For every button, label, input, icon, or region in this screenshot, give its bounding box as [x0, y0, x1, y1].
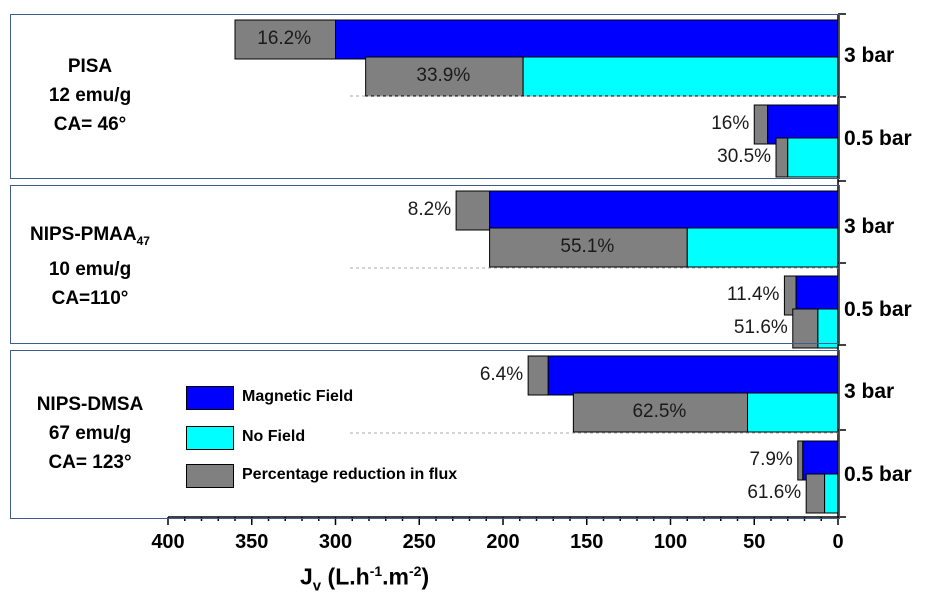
panel-label-2: NIPS-DMSA 67 emu/g CA= 123°	[10, 390, 170, 477]
bar-label-2-1-nofield: 61.6%	[747, 482, 802, 503]
x-axis-title-sup1: -1	[369, 563, 383, 579]
bar-magnetic-1-0	[489, 190, 839, 231]
x-tick-label-350: 350	[235, 531, 269, 553]
legend-label-percentage-reduction: Percentage reduction in flux	[242, 466, 458, 483]
panel-label-sub: 47	[136, 233, 150, 248]
panel-label-line-2-0: NIPS-DMSA	[36, 393, 144, 415]
bar-label-2-0-nofield: 62.5%	[632, 401, 687, 422]
x-tick-label-50: 50	[743, 531, 766, 553]
bar-label-2-0-magnetic: 6.4%	[479, 364, 524, 385]
bar-label-0-1-magnetic: 16%	[711, 113, 750, 134]
x-tick-label-300: 300	[318, 531, 353, 553]
bar-label-1-0-magnetic: 8.2%	[407, 199, 452, 220]
bar-nofield-1-0	[686, 227, 839, 268]
bar-reduction-1-0-magnetic	[455, 190, 491, 231]
x-tick-label-100: 100	[653, 531, 688, 553]
bar-nofield-0-0	[522, 56, 839, 97]
x-axis-title-sup2: -2	[408, 563, 422, 579]
x-tick-label-0: 0	[832, 531, 844, 553]
bar-label-1-0-nofield: 55.1%	[560, 236, 615, 257]
panel-label-1: NIPS-PMAA47 10 emu/g CA=110°	[10, 220, 170, 314]
panel-label-line-2-1: 67 emu/g	[48, 422, 132, 444]
pressure-label-1-1: 0.5 bar	[844, 298, 912, 321]
bar-magnetic-0-0	[335, 19, 839, 60]
bar-label-2-1-magnetic: 7.9%	[749, 449, 793, 470]
x-axis-title-units-b: .m	[382, 563, 409, 590]
bar-label-0-1-nofield: 30.5%	[717, 146, 772, 167]
x-axis-title: Jv (L.h-1.m-2)	[300, 563, 429, 594]
legend-label-magnetic-field: Magnetic Field	[242, 388, 354, 405]
x-tick-label-400: 400	[151, 531, 185, 553]
panel-box-2	[10, 350, 840, 519]
x-tick-label-150: 150	[570, 531, 604, 553]
panel-label-line-0-0: PISA	[67, 55, 113, 77]
pressure-label-0-1: 0.5 bar	[844, 127, 912, 150]
bar-reduction-1-0-nofield	[489, 227, 688, 268]
legend-label-no-field: No Field	[242, 428, 306, 445]
pressure-label-1-0: 3 bar	[844, 215, 895, 238]
x-axis-title-units-a: (L.h	[321, 563, 370, 590]
legend-swatch-magnetic-field	[186, 386, 234, 410]
x-axis-title-sub: v	[312, 577, 322, 594]
panel-label-line-0-2: CA= 46°	[53, 113, 127, 135]
x-axis	[167, 516, 839, 525]
bar-magnetic-2-0	[547, 355, 839, 396]
bar-nofield-2-0	[747, 392, 839, 433]
x-axis-title-main: J	[300, 563, 313, 590]
bar-label-1-1-nofield: 51.6%	[733, 317, 788, 338]
bar-reduction-0-0-magnetic	[234, 19, 336, 60]
x-tick-label-250: 250	[402, 531, 436, 553]
bar-label-1-1-magnetic: 11.4%	[726, 284, 780, 305]
panel-label-line-1-0: NIPS-PMAA47	[10, 220, 170, 256]
bar-reduction-2-0-nofield	[572, 392, 749, 433]
pressure-label-2-0: 3 bar	[844, 380, 895, 403]
bar-reduction-0-0-nofield	[365, 56, 524, 97]
bar-nofield-0-1	[787, 137, 839, 178]
pressure-label-0-0: 3 bar	[844, 44, 895, 67]
bar-label-0-0-nofield: 33.9%	[416, 65, 471, 86]
panel-box-0	[10, 14, 840, 179]
panel-label-0: PISA 12 emu/g CA= 46°	[10, 52, 170, 139]
x-tick-label-200: 200	[486, 531, 520, 553]
panel-label-line-2-2: CA= 123°	[48, 451, 132, 473]
panel-label-line-1-1: 10 emu/g	[48, 259, 132, 281]
bars-layer	[234, 19, 839, 514]
legend-swatch-no-field	[186, 426, 234, 450]
panel-label-main: NIPS-PMAA	[30, 223, 137, 245]
pressure-label-2-1: 0.5 bar	[844, 463, 912, 486]
panel-label-line-0-1: 12 emu/g	[48, 84, 132, 106]
bar-label-0-0-magnetic: 16.2%	[257, 28, 312, 49]
panel-box-1	[10, 185, 840, 344]
legend-swatch-percentage-reduction	[186, 464, 234, 488]
x-axis-title-units-c: )	[421, 563, 430, 590]
panel-label-line-1-2: CA=110°	[51, 288, 129, 310]
